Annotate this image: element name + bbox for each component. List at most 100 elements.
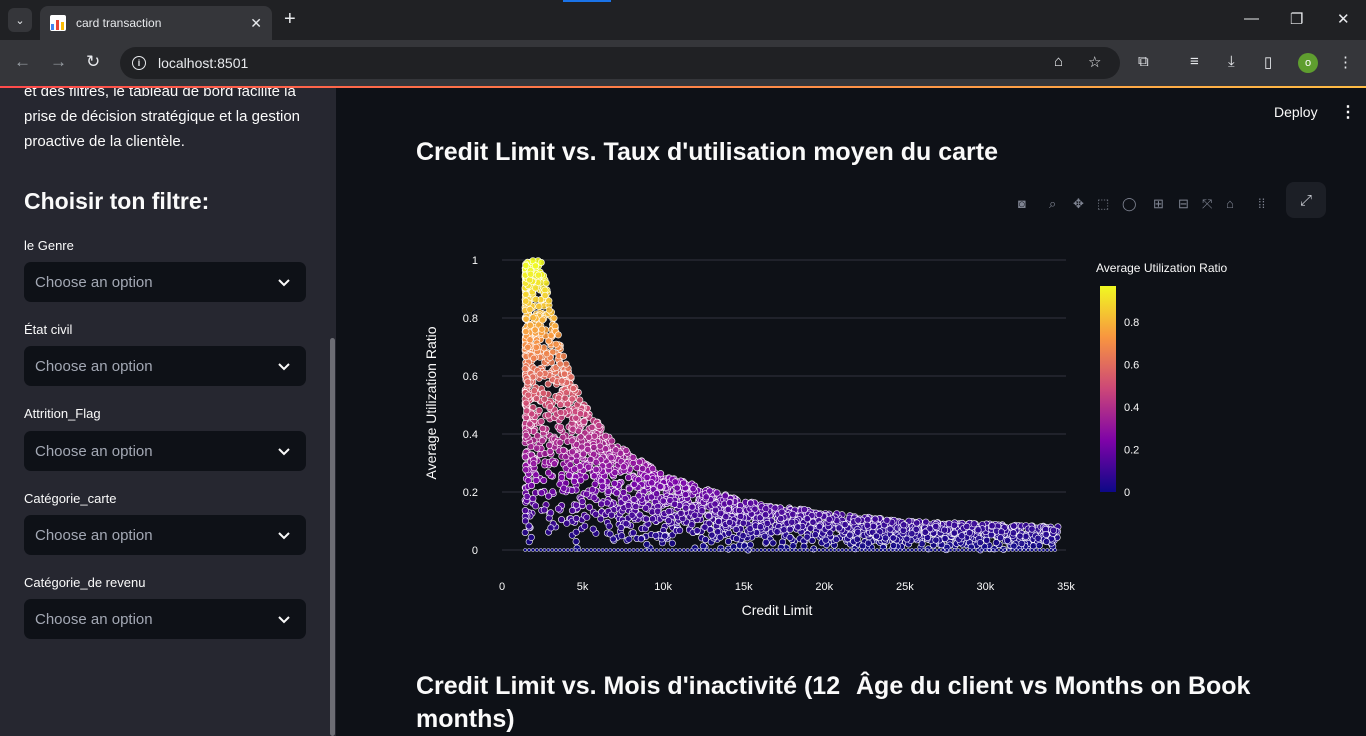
scatter-point[interactable] (875, 548, 879, 552)
scatter-point[interactable] (773, 528, 781, 536)
scatter-point[interactable] (639, 548, 644, 552)
scatter-point[interactable] (521, 517, 529, 525)
scatter-point[interactable] (825, 548, 829, 552)
scatter-point[interactable] (556, 439, 564, 447)
scatter-point[interactable] (756, 514, 764, 522)
scatter-point[interactable] (554, 331, 562, 339)
scatter-point[interactable] (697, 548, 702, 552)
scatter-point[interactable] (662, 548, 667, 552)
scatter-point[interactable] (910, 548, 914, 552)
scatter-point[interactable] (708, 548, 713, 552)
scatter-point[interactable] (557, 401, 565, 409)
scatter-point[interactable] (809, 518, 817, 526)
scatter-point[interactable] (979, 548, 984, 552)
scatter-point[interactable] (635, 458, 643, 466)
scatter-point[interactable] (648, 479, 656, 487)
scatter-point[interactable] (544, 411, 552, 419)
scatter-point[interactable] (630, 480, 638, 488)
scatter-point[interactable] (584, 445, 592, 453)
scatter-point[interactable] (577, 476, 585, 484)
scatter-point[interactable] (1002, 548, 1007, 552)
scatter-point[interactable] (608, 511, 616, 519)
scatter-point[interactable] (763, 548, 767, 552)
scatter-point[interactable] (656, 483, 664, 491)
scatter-point[interactable] (937, 548, 941, 552)
scatter-point[interactable] (587, 456, 595, 464)
scatter-point[interactable] (535, 271, 543, 279)
scatter-point[interactable] (565, 548, 570, 552)
scatter-point[interactable] (531, 326, 539, 334)
scatter-point[interactable] (524, 378, 532, 386)
scatter-point[interactable] (521, 528, 529, 536)
scatter-point[interactable] (604, 487, 612, 495)
scatter-point[interactable] (611, 469, 619, 477)
scatter-point[interactable] (1018, 548, 1023, 552)
scatter-point[interactable] (629, 454, 637, 462)
scatter-point[interactable] (521, 365, 529, 373)
scatter-point[interactable] (676, 526, 684, 534)
scatter-point[interactable] (803, 515, 811, 523)
scatter-point[interactable] (532, 262, 540, 270)
scatter-point[interactable] (721, 492, 729, 500)
scatter-point[interactable] (691, 511, 699, 519)
scatter-point[interactable] (539, 425, 547, 433)
scatter-point[interactable] (1035, 541, 1043, 549)
scatter-point[interactable] (549, 488, 557, 496)
fullscreen-icon[interactable]: ⤢ (1286, 182, 1326, 218)
scatter-point[interactable] (558, 377, 566, 385)
scatter-point[interactable] (544, 380, 552, 388)
scatter-point[interactable] (724, 537, 732, 545)
scatter-point[interactable] (642, 515, 650, 523)
scatter-point[interactable] (578, 443, 586, 451)
scatter-point[interactable] (558, 548, 562, 552)
scatter-point[interactable] (563, 519, 571, 527)
scatter-point[interactable] (562, 548, 566, 552)
browser-menu-icon[interactable]: ⋮ (1338, 54, 1353, 71)
scatter-point[interactable] (536, 370, 544, 378)
scatter-point[interactable] (786, 533, 794, 541)
scatter-point[interactable] (521, 507, 529, 515)
scatter-point[interactable] (538, 489, 546, 497)
scatter-point[interactable] (815, 523, 823, 531)
scatter-point[interactable] (539, 389, 547, 397)
scatter-point[interactable] (653, 490, 661, 498)
scatter-point[interactable] (999, 548, 1003, 552)
scatter-point[interactable] (677, 509, 685, 517)
scatter-point[interactable] (576, 396, 584, 404)
scatter-point[interactable] (1018, 539, 1026, 547)
scatter-point[interactable] (623, 548, 628, 552)
scatter-point[interactable] (546, 448, 554, 456)
scatter-point[interactable] (763, 519, 771, 527)
scatter-point[interactable] (778, 548, 783, 552)
scatter-point[interactable] (992, 539, 1000, 547)
filter-select-attrition[interactable]: Choose an option (24, 431, 306, 471)
scatter-point[interactable] (894, 548, 899, 552)
scatter-point[interactable] (702, 493, 710, 501)
scatter-point[interactable] (609, 535, 617, 543)
scatter-point[interactable] (528, 482, 536, 490)
scatter-point[interactable] (592, 548, 597, 552)
scatter-point[interactable] (925, 548, 930, 552)
scatter-point[interactable] (906, 548, 910, 552)
scatter-point[interactable] (926, 525, 934, 533)
scatter-point[interactable] (746, 525, 754, 533)
site-info-icon[interactable]: i (132, 56, 146, 70)
scatter-point[interactable] (567, 373, 575, 381)
scatter-point[interactable] (624, 501, 632, 509)
scatter-point[interactable] (761, 532, 769, 540)
scatter-point[interactable] (712, 548, 717, 552)
scatter-point[interactable] (530, 387, 538, 395)
scatter-point[interactable] (756, 523, 764, 531)
scatter-point[interactable] (848, 548, 852, 552)
scatter-point[interactable] (790, 548, 794, 552)
scatter-point[interactable] (557, 409, 565, 417)
scatter-point[interactable] (809, 548, 814, 552)
tab-search-icon[interactable]: ⌄ (8, 8, 32, 32)
scatter-point[interactable] (761, 511, 769, 519)
scatter-point[interactable] (900, 521, 908, 529)
scatter-point[interactable] (522, 297, 530, 305)
scatter-point[interactable] (616, 548, 620, 552)
scatter-point[interactable] (585, 503, 593, 511)
scatter-point[interactable] (537, 418, 545, 426)
scatter-point[interactable] (580, 418, 588, 426)
